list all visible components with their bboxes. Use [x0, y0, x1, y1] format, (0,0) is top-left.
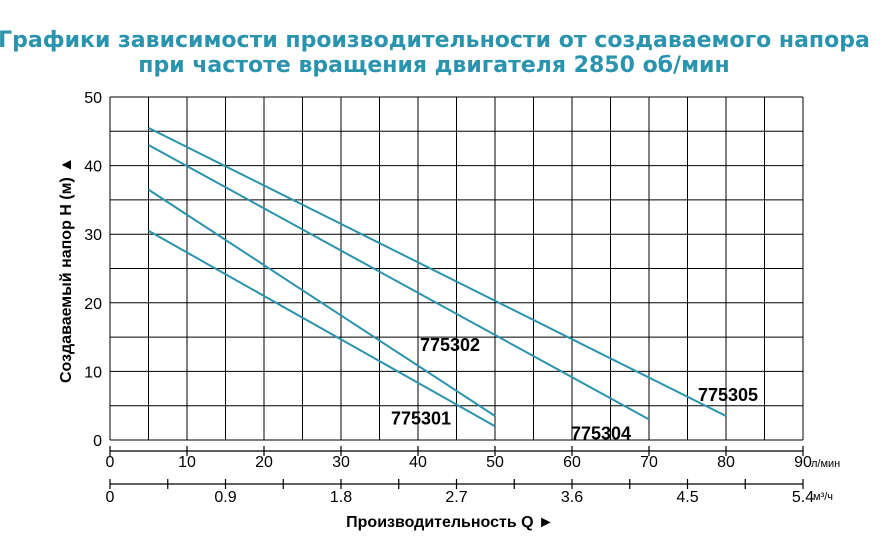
x-tick-label: 60: [563, 454, 581, 471]
series-label-775302: 775302: [420, 335, 480, 355]
series-lines: [147, 126, 727, 428]
y-tick-labels: 0 10 20 30 40 50: [84, 90, 102, 450]
x-tick-label: 50: [486, 454, 504, 471]
series-label-775305: 775305: [698, 385, 758, 405]
x-tick-label: 10: [178, 454, 196, 471]
x-tick-label: 30: [332, 454, 350, 471]
x-tick-labels: 0 10 20 30 40 50 60 70 80 90: [106, 446, 812, 471]
series-line-775301: [148, 229, 496, 428]
series-label-775304: 775304: [571, 423, 631, 443]
y-tick-label: 10: [84, 364, 102, 381]
series-line-775302: [147, 188, 496, 417]
x2-tick-label: 0.9: [214, 489, 236, 506]
series-line-775305: [148, 126, 727, 417]
secondary-x-axis: 0 0.9 1.8 2.7 3.6 4.5 5.4: [106, 479, 814, 506]
y-tick-label: 0: [93, 433, 102, 450]
x-tick-label: 80: [717, 454, 735, 471]
x2-tick-label: 5.4: [792, 489, 814, 506]
plot-grid: [109, 96, 804, 441]
x-unit-label: л/мин: [811, 458, 840, 470]
y-tick-label: 40: [84, 159, 102, 176]
x2-tick-label: 1.8: [330, 489, 352, 506]
series-line-775304: [148, 144, 650, 421]
series-labels: 775301 775302 775304 775305: [391, 335, 758, 443]
y-tick-label: 20: [84, 296, 102, 313]
chart-subtitle: при частоте вращения двигателя 2850 об/м…: [138, 53, 729, 78]
x-tick-label: 90: [794, 454, 812, 471]
x2-unit-label: м³/ч: [813, 491, 833, 503]
x-axis-title: Производительность Q ►: [346, 514, 554, 531]
y-tick-label: 30: [84, 227, 102, 244]
x2-tick-label: 3.6: [561, 489, 583, 506]
x-tick-label: 0: [106, 454, 115, 471]
x2-tick-label: 4.5: [676, 489, 698, 506]
series-label-775301: 775301: [391, 408, 451, 428]
x2-tick-label: 0: [106, 489, 115, 506]
x-tick-label: 70: [640, 454, 658, 471]
chart-title: Графики зависимости производительности о…: [0, 28, 870, 53]
x-tick-label: 40: [409, 454, 427, 471]
x-tick-label: 20: [255, 454, 273, 471]
y-axis-title: Создаваемый напор Н (м) ▲: [58, 157, 75, 383]
y-tick-label: 50: [84, 90, 102, 107]
x2-tick-label: 2.7: [445, 489, 467, 506]
